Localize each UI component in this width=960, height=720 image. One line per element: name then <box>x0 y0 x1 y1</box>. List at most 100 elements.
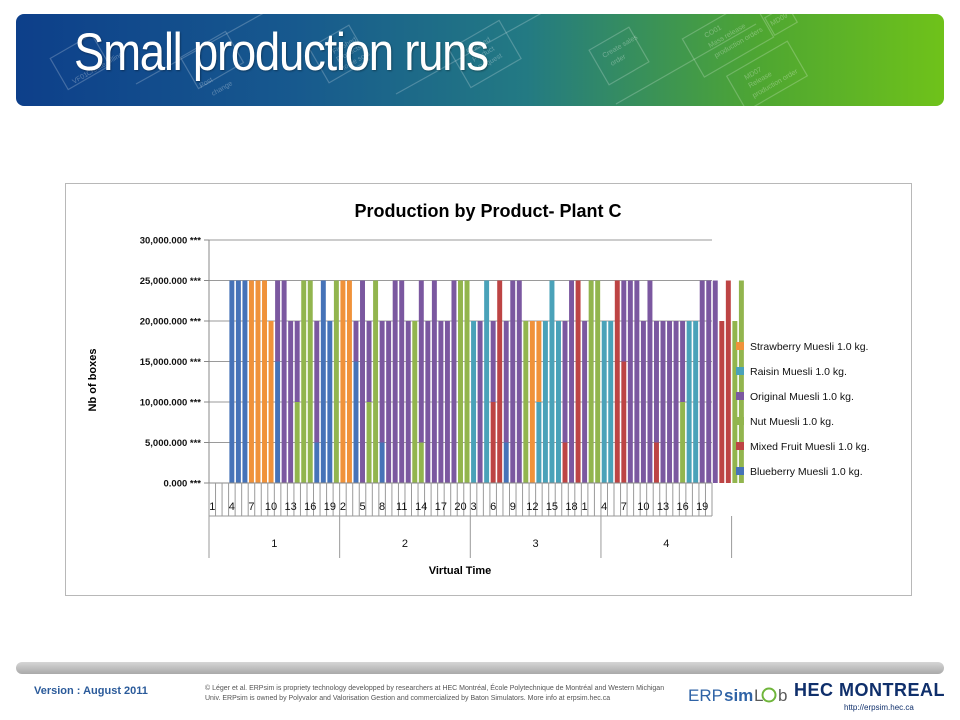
banner-word: MD09 <box>770 14 790 28</box>
bar-segment <box>640 321 646 483</box>
bar-segment <box>490 402 496 483</box>
bar-segment <box>660 321 666 483</box>
x-tick-label: 10 <box>637 501 649 513</box>
bar-segment <box>307 280 313 483</box>
x-tick-label: 16 <box>304 501 316 513</box>
version-label: Version : August 2011 <box>34 685 148 697</box>
copyright-line: Univ. ERPsim is owned by Polyvalor and V… <box>205 695 611 702</box>
bar-segment <box>680 321 686 402</box>
legend-swatch <box>736 367 744 375</box>
bar-segment <box>333 280 339 483</box>
x-tick-label: 15 <box>546 501 558 513</box>
bar-segment <box>614 280 620 402</box>
bar-segment <box>451 280 457 483</box>
bar-segment <box>693 321 699 483</box>
bar-segment <box>529 321 535 483</box>
bar-segment <box>732 321 738 483</box>
bar-segment <box>386 321 392 483</box>
bar-segment <box>647 280 653 483</box>
y-tick-label: 15,000.000 *** <box>140 357 202 368</box>
x-tick-label: 13 <box>285 501 297 513</box>
bar-segment <box>569 280 575 483</box>
hec-montreal-logo: HEC MONTREAL http://erpsim.hec.ca <box>794 680 945 712</box>
bar-segment <box>275 280 281 362</box>
bar-segment <box>294 402 300 483</box>
y-tick-label: 30,000.000 *** <box>140 236 202 247</box>
x-tick-label: 1 <box>209 501 215 513</box>
legend-label: Mixed Fruit Muesli 1.0 kg. <box>750 441 870 453</box>
x-tick-label: 20 <box>454 501 466 513</box>
bar-segment <box>614 402 620 483</box>
legend-swatch <box>736 442 744 450</box>
bar-segment <box>353 361 359 483</box>
x-group-label: 1 <box>271 538 277 550</box>
bar-segment <box>235 280 241 483</box>
bar-segment <box>484 280 490 483</box>
bar-segment <box>248 321 254 483</box>
x-group-label: 4 <box>663 538 669 550</box>
bar-segment <box>549 280 555 483</box>
bar-segment <box>673 321 679 483</box>
y-axis-label: Nb of boxes <box>87 349 99 412</box>
bar-segment <box>621 280 627 362</box>
x-tick-label: 11 <box>396 501 407 513</box>
bar-segment <box>634 280 640 483</box>
x-tick-label: 4 <box>601 501 607 513</box>
bar-segment <box>699 280 705 483</box>
copyright-line: © Léger et al. ERPsim is propriety techn… <box>205 685 665 692</box>
bar-segment <box>294 321 300 402</box>
bar-segment <box>497 280 503 483</box>
bar-segment <box>712 280 718 483</box>
x-group-label: 3 <box>533 538 539 550</box>
y-tick-label: 5,000.000 *** <box>145 438 201 449</box>
bar-segment <box>379 442 385 483</box>
x-tick-label: 19 <box>324 501 336 513</box>
x-tick-label: 6 <box>490 501 496 513</box>
bar-segment <box>627 280 633 483</box>
x-tick-label: 7 <box>248 501 254 513</box>
bar-segment <box>281 280 287 483</box>
bar-segment <box>503 442 509 483</box>
y-tick-label: 0.000 *** <box>163 479 201 490</box>
bar-segment <box>536 402 542 483</box>
bar-segment <box>418 280 424 443</box>
bar-segment <box>392 280 398 483</box>
bar-segment <box>516 280 522 483</box>
bar-segment <box>320 280 326 483</box>
erpsim-logo-text: ERP <box>688 686 723 705</box>
x-tick-label: 14 <box>415 501 427 513</box>
bar-segment <box>725 280 731 483</box>
bar-segment <box>556 321 561 483</box>
x-group-label: 2 <box>402 538 408 550</box>
bar-segment <box>255 321 261 483</box>
bar-segment <box>653 442 659 483</box>
bar-segment <box>425 321 431 483</box>
bar-segment <box>562 442 568 483</box>
erpsim-logo-text: sim <box>724 686 753 705</box>
bar-segment <box>464 280 470 483</box>
banner-process-diagram: VF01 Create billing Post change Finished… <box>49 14 809 106</box>
x-tick-label: 2 <box>340 501 346 513</box>
bar-segment <box>301 280 307 483</box>
bar-segment <box>275 361 281 483</box>
x-tick-label: 17 <box>435 501 447 513</box>
bar-segment <box>471 321 477 483</box>
bar-segment <box>366 402 372 483</box>
production-chart: Production by Product- Plant C 0.000 ***… <box>87 201 870 577</box>
bar-segment <box>314 442 320 483</box>
bar-segment <box>314 321 320 443</box>
bar-segment <box>653 321 659 443</box>
x-tick-label: 18 <box>565 501 577 513</box>
y-tick-label: 25,000.000 *** <box>140 276 202 287</box>
bar-segment <box>621 361 627 483</box>
x-axis-label: Virtual Time <box>429 565 492 577</box>
bar-segment <box>575 280 581 483</box>
lab-circle-icon <box>761 687 777 703</box>
bar-segment <box>412 321 418 483</box>
x-tick-label: 9 <box>510 501 516 513</box>
bar-segment <box>510 280 516 483</box>
bar-segment <box>562 321 568 443</box>
bar-segment <box>373 280 379 483</box>
x-tick-label: 10 <box>265 501 277 513</box>
bar-segment <box>542 321 548 483</box>
